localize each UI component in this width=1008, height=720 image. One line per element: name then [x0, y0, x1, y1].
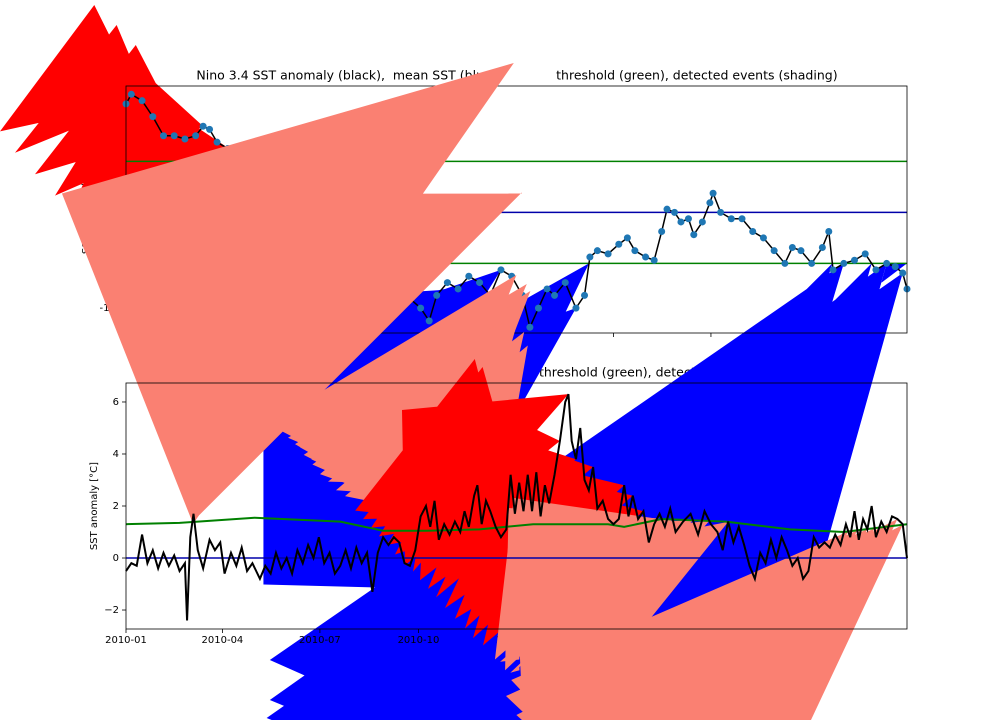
sst-marker [717, 208, 725, 216]
sst-marker [738, 215, 746, 223]
axes-frame [125, 382, 908, 630]
sst-marker [706, 199, 714, 207]
sst-marker [808, 259, 816, 267]
sst-marker [840, 259, 848, 267]
y-tick-label: 4 [113, 449, 119, 460]
y-axis-label: SST anomaly [°C] [89, 462, 100, 550]
sst-marker [658, 228, 666, 236]
sst-marker [581, 291, 589, 299]
sst-marker [561, 279, 569, 287]
y-tick-label: 6 [113, 397, 119, 408]
x-tick-label: 2010-07 [299, 635, 341, 646]
sst-marker [727, 215, 735, 223]
sst-marker [825, 228, 833, 236]
sst-marker [170, 132, 178, 140]
threshold-line [125, 516, 908, 534]
x-tick-label: 2010-10 [398, 635, 440, 646]
sst-marker [788, 243, 796, 251]
sst-marker [623, 234, 631, 242]
sst-marker [690, 231, 698, 239]
sst-marker [698, 218, 706, 226]
sst-marker [709, 189, 717, 197]
sst-marker [872, 266, 880, 274]
sst-marker [797, 247, 805, 255]
y-tick-label: −2 [104, 605, 119, 616]
sst-marker [818, 243, 826, 251]
sst-marker [631, 247, 639, 255]
sst-marker [650, 256, 658, 264]
sst-marker [551, 291, 559, 299]
sst-marker [534, 304, 542, 312]
sst-marker [663, 205, 671, 213]
x-tick-label: 2010-01 [105, 635, 147, 646]
sst-marker [159, 132, 167, 140]
sst-marker [465, 272, 473, 280]
event-shading [355, 359, 646, 646]
sst-marker [593, 247, 601, 255]
sst-marker [199, 122, 207, 130]
sst-marker [899, 269, 907, 277]
sst-line [125, 393, 908, 621]
sst-marker [443, 279, 451, 287]
sst-marker [192, 132, 200, 140]
sst-marker [642, 253, 650, 261]
sst-marker [433, 291, 441, 299]
sst-marker [781, 259, 789, 267]
sst-marker [684, 215, 692, 223]
sst-marker [759, 234, 767, 242]
sst-marker [586, 253, 594, 261]
sst-marker [604, 250, 612, 258]
sst-marker [127, 90, 135, 98]
sst-marker [891, 263, 899, 271]
sst-marker [671, 208, 679, 216]
sst-marker [770, 247, 778, 255]
sst-marker [476, 279, 484, 287]
sst-marker [829, 266, 837, 274]
sst-marker [883, 259, 891, 267]
y-tick-label: 2 [113, 501, 119, 512]
sst-marker [677, 218, 685, 226]
event-shading [516, 519, 903, 720]
sst-marker [149, 113, 157, 121]
sst-marker [572, 304, 580, 312]
sst-marker [454, 285, 462, 293]
x-tick-label: 2010-04 [202, 635, 244, 646]
sst-marker [497, 266, 505, 274]
sst-marker [749, 228, 757, 236]
sst-marker [206, 125, 214, 133]
y-tick-label: 0 [113, 553, 119, 564]
sst-marker [526, 323, 534, 331]
sst-marker [138, 97, 146, 105]
sst-marker [417, 304, 425, 312]
sst-marker [213, 138, 221, 146]
sst-marker [861, 250, 869, 258]
sst-marker [181, 135, 189, 143]
event-shading [61, 63, 522, 523]
sst-marker [425, 317, 433, 325]
chart-title: Nino 3.4 SST anomaly (black), mean SST (… [196, 68, 837, 83]
sst-marker [851, 256, 859, 264]
sst-marker [615, 240, 623, 248]
sst-marker [543, 285, 551, 293]
